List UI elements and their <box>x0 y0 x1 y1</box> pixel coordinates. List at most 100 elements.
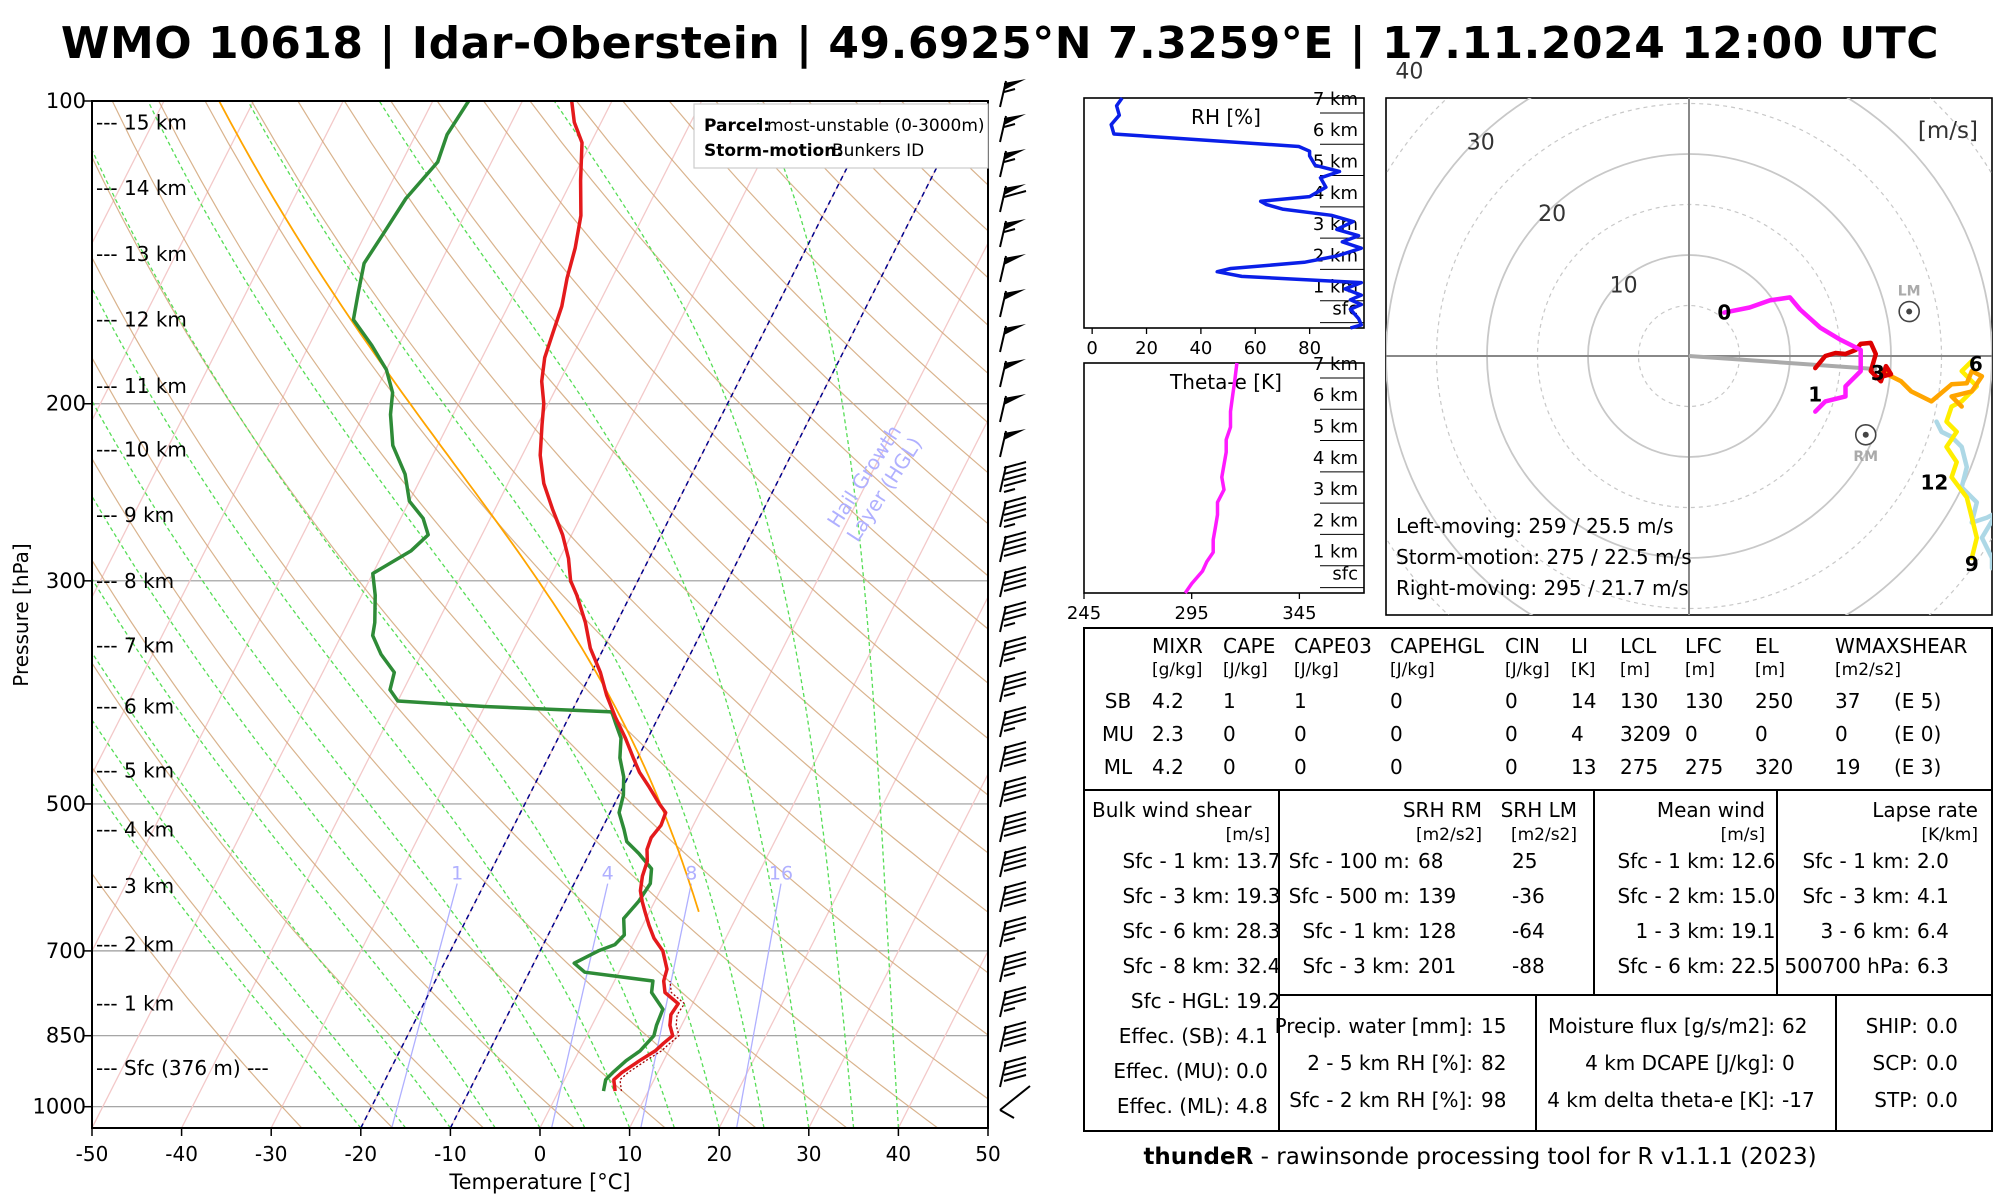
table-cell: 0 <box>1223 722 1236 746</box>
legend-storm-value: Bunkers ID <box>832 141 924 161</box>
srh-label: Sfc - 100 m: <box>1289 849 1410 873</box>
y-tick-label: 500 <box>46 792 86 816</box>
srh-lm-value: -88 <box>1512 954 1545 978</box>
height-label: --- 15 km <box>96 110 187 134</box>
rh-height-label: 4 km <box>1313 183 1358 204</box>
mean-wind-value: 19.1 <box>1731 919 1776 943</box>
table-row-label: ML <box>1104 755 1133 779</box>
table-cell: (E 3) <box>1894 755 1941 779</box>
wind-barb-full <box>1003 607 1027 615</box>
parcel-legend: Parcel:most-unstable (0-3000m) Storm-moti… <box>693 103 989 169</box>
table-cell: 0 <box>1685 722 1698 746</box>
hodograph-segment-1-3km <box>1813 340 1894 384</box>
moisture-label: Moisture flux [g/s/m2]: <box>1548 1014 1775 1038</box>
table-cell: (E 0) <box>1894 722 1941 746</box>
moist-adiabat <box>92 495 541 1128</box>
table-header-unit: [m] <box>1685 660 1715 680</box>
shear-label: Sfc - 6 km: <box>1122 919 1230 943</box>
moist-adiabat <box>92 718 407 1128</box>
composite-value: 0.0 <box>1926 1088 1958 1112</box>
hodograph-height-label: 3 <box>1871 361 1885 385</box>
shear-value: 32.4 <box>1236 954 1281 978</box>
wind-barb-full <box>1003 1039 1027 1047</box>
wind-barb-pennant <box>1004 429 1026 440</box>
shear-value: 19.3 <box>1236 884 1281 908</box>
height-label: --- 14 km <box>96 176 187 200</box>
wind-barb-full <box>1003 829 1027 837</box>
srh-lm-title: SRH LM <box>1501 798 1577 822</box>
height-label: --- 13 km <box>96 242 187 266</box>
wind-barb-full <box>1003 671 1027 679</box>
table-cell: 4.2 <box>1152 689 1184 713</box>
height-label: --- 5 km <box>96 758 174 782</box>
wind-barb <box>999 671 1027 703</box>
wind-barb-full <box>1003 190 1027 198</box>
dry-adiabat <box>92 457 666 1128</box>
wind-barb-full <box>1003 537 1027 545</box>
theta-e-profile-panel: Theta-e [K] 7 km 6 km 5 km 4 km 3 km 2 km 1 kms… <box>1067 354 1365 624</box>
wind-barb-full <box>1003 1021 1027 1029</box>
mixing-ratio-label: 1 <box>451 863 463 885</box>
height-label: --- Sfc (376 m) --- <box>96 1056 269 1080</box>
storm-motion-info: Storm-motion: 275 / 22.5 m/s <box>1396 545 1692 569</box>
wind-barb-full <box>1003 502 1027 510</box>
dry-adiabat <box>575 101 988 525</box>
wind-barb-full <box>1003 823 1027 831</box>
x-tick-label: -10 <box>434 1142 467 1166</box>
wind-barb-full <box>1003 473 1027 481</box>
hodograph-plot-area <box>1386 98 1992 615</box>
wind-barb <box>999 289 1026 318</box>
wind-barb-column <box>999 79 1031 1119</box>
shear-value: 4.1 <box>1236 1024 1268 1048</box>
wind-barb-pennant <box>1004 79 1026 90</box>
wind-barb-staff <box>999 710 1007 738</box>
legend-parcel-key: Parcel: <box>704 116 770 136</box>
table-header-unit: [K] <box>1571 660 1595 680</box>
wind-barb-full <box>1003 811 1027 819</box>
wind-barb-full <box>1003 712 1027 720</box>
y-tick-label: 1000 <box>33 1095 86 1119</box>
dry-adiabat <box>92 155 939 1128</box>
height-label: --- 9 km <box>96 503 174 527</box>
table-cell: 0 <box>1505 689 1518 713</box>
wind-barb-full <box>1003 467 1027 475</box>
wind-barb-full <box>1003 1074 1027 1082</box>
wind-barb-full <box>1003 753 1027 761</box>
table-header-unit: [J/kg] <box>1505 660 1550 680</box>
wind-barb-staff <box>999 1025 1007 1053</box>
table-cell: 0 <box>1390 722 1403 746</box>
table-header-unit: [m] <box>1755 660 1785 680</box>
isotherm-line <box>808 772 988 1128</box>
dry-adiabat <box>343 101 988 796</box>
wind-barb-pennant <box>1004 184 1026 195</box>
wind-barb-half <box>1003 88 1016 93</box>
hodograph-ring-label: 20 <box>1538 202 1566 227</box>
wind-barb <box>999 359 1026 388</box>
wind-barb-full <box>1003 1056 1027 1064</box>
wind-barb <box>999 461 1027 493</box>
wind-barb <box>999 1056 1027 1088</box>
height-label: --- 1 km <box>96 992 174 1016</box>
hodograph-panel: 10 20 30 40 [m/s] LM RM 0 1 3 6 12 9 Left-moving: 259… <box>1385 59 1993 616</box>
isotherm-line <box>539 241 988 1128</box>
shear-value: 0.0 <box>1236 1059 1268 1083</box>
wind-barb <box>999 951 1027 983</box>
mixing-ratio-line <box>550 883 609 1128</box>
wind-barb-half <box>1003 657 1016 662</box>
wind-barb-full <box>1003 1033 1027 1041</box>
wind-barb <box>999 394 1026 423</box>
wind-barb-full <box>1003 881 1027 889</box>
wind-barb-half <box>1003 228 1016 233</box>
table-cell: 19 <box>1835 755 1860 779</box>
wind-barb <box>999 1021 1027 1053</box>
wind-barb-full <box>1003 677 1027 685</box>
srh-lm-unit: [m2/s2] <box>1511 825 1577 845</box>
table-cell: 0 <box>1835 722 1848 746</box>
wind-barb-half <box>1003 692 1016 697</box>
wind-barb-half <box>1003 123 1016 128</box>
table-cell: 37 <box>1835 689 1860 713</box>
theta-e-x-tick-label: 245 <box>1067 603 1101 624</box>
wind-barb-flag <box>999 1109 1015 1119</box>
wind-barb-full <box>1003 893 1027 901</box>
table-cell: 320 <box>1755 755 1793 779</box>
